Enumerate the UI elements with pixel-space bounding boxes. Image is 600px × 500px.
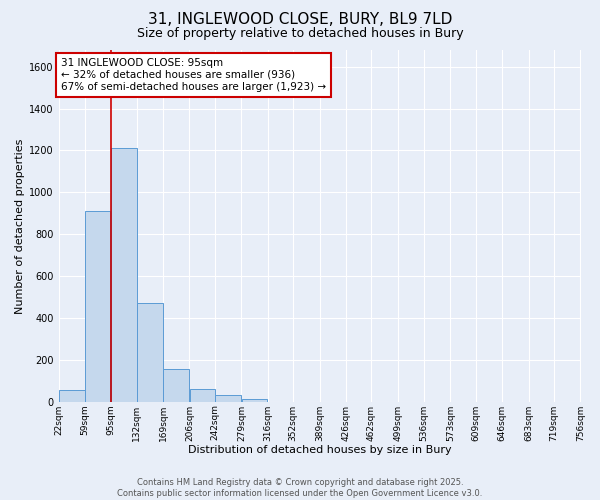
- Bar: [137, 304, 163, 402]
- Bar: [59, 390, 85, 402]
- Text: Contains HM Land Registry data © Crown copyright and database right 2025.
Contai: Contains HM Land Registry data © Crown c…: [118, 478, 482, 498]
- Text: 31, INGLEWOOD CLOSE, BURY, BL9 7LD: 31, INGLEWOOD CLOSE, BURY, BL9 7LD: [148, 12, 452, 28]
- Text: 31 INGLEWOOD CLOSE: 95sqm
← 32% of detached houses are smaller (936)
67% of semi: 31 INGLEWOOD CLOSE: 95sqm ← 32% of detac…: [61, 58, 326, 92]
- Bar: [242, 398, 268, 402]
- X-axis label: Distribution of detached houses by size in Bury: Distribution of detached houses by size …: [188, 445, 451, 455]
- Bar: [215, 396, 241, 402]
- Bar: [111, 148, 137, 402]
- Bar: [85, 211, 110, 402]
- Text: Size of property relative to detached houses in Bury: Size of property relative to detached ho…: [137, 28, 463, 40]
- Bar: [163, 369, 189, 402]
- Bar: [190, 389, 215, 402]
- Y-axis label: Number of detached properties: Number of detached properties: [15, 138, 25, 314]
